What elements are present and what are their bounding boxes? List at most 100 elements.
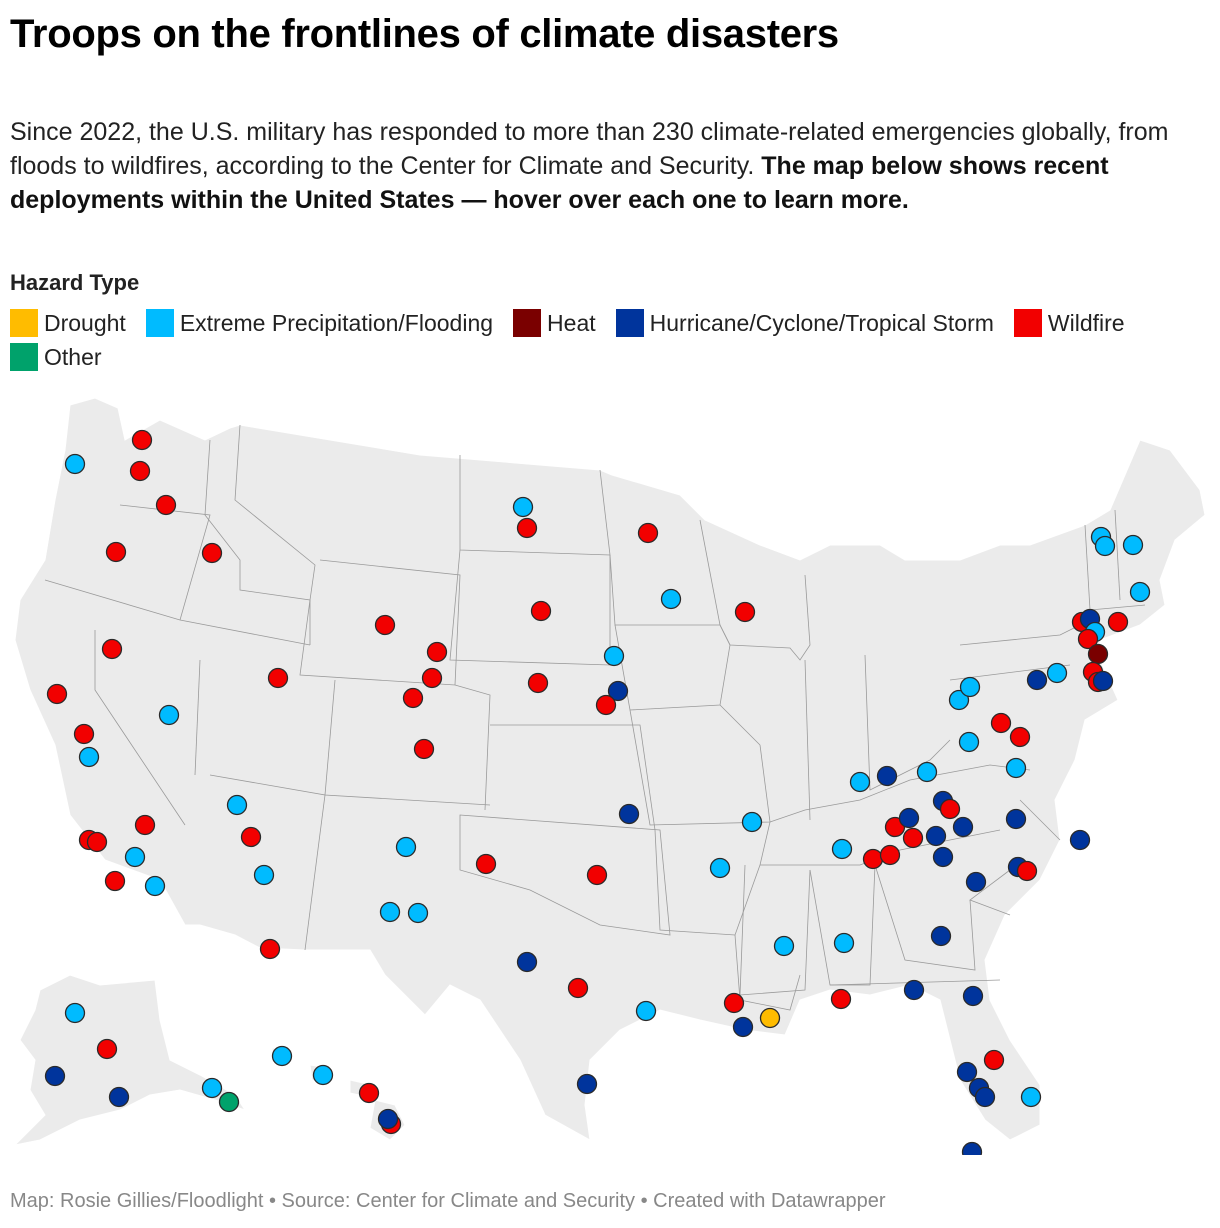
flooding-marker[interactable] — [916, 761, 938, 783]
wildfire-marker[interactable] — [134, 814, 156, 836]
wildfire-marker[interactable] — [155, 494, 177, 516]
wildfire-marker[interactable] — [1016, 860, 1038, 882]
hurricane-marker[interactable] — [925, 825, 947, 847]
wildfire-marker[interactable] — [374, 614, 396, 636]
flooding-marker[interactable] — [78, 746, 100, 768]
wildfire-marker[interactable] — [259, 938, 281, 960]
wildfire-marker[interactable] — [101, 638, 123, 660]
hurricane-marker[interactable] — [903, 979, 925, 1001]
wildfire-marker[interactable] — [96, 1038, 118, 1060]
flooding-marker[interactable] — [271, 1045, 293, 1067]
hurricane-marker[interactable] — [1026, 669, 1048, 691]
hurricane-marker[interactable] — [516, 951, 538, 973]
hurricane-marker[interactable] — [377, 1108, 399, 1130]
hurricane-marker[interactable] — [1069, 829, 1091, 851]
wildfire-marker[interactable] — [723, 992, 745, 1014]
hurricane-marker[interactable] — [932, 846, 954, 868]
hurricane-marker[interactable] — [952, 816, 974, 838]
hurricane-marker[interactable] — [930, 925, 952, 947]
wildfire-marker[interactable] — [637, 522, 659, 544]
hurricane-marker[interactable] — [108, 1086, 130, 1108]
drought-marker[interactable] — [759, 1007, 781, 1029]
flooding-marker[interactable] — [379, 901, 401, 923]
flooding-marker[interactable] — [64, 453, 86, 475]
flooding-marker[interactable] — [660, 588, 682, 610]
wildfire-marker[interactable] — [595, 694, 617, 716]
flooding-marker[interactable] — [1046, 662, 1068, 684]
legend-item-flooding[interactable]: Extreme Precipitation/Flooding — [145, 309, 493, 337]
wildfire-marker[interactable] — [939, 798, 961, 820]
wildfire-marker[interactable] — [990, 712, 1012, 734]
flooding-marker[interactable] — [603, 645, 625, 667]
wildfire-marker[interactable] — [862, 848, 884, 870]
hurricane-marker[interactable] — [876, 765, 898, 787]
flooding-marker[interactable] — [833, 932, 855, 954]
hurricane-marker[interactable] — [1092, 670, 1114, 692]
flooding-marker[interactable] — [1129, 581, 1151, 603]
legend-item-other[interactable]: Other — [10, 343, 102, 371]
hurricane-marker[interactable] — [618, 803, 640, 825]
wildfire-marker[interactable] — [358, 1082, 380, 1104]
hurricane-marker[interactable] — [956, 1061, 978, 1083]
flooding-marker[interactable] — [958, 731, 980, 753]
wildfire-marker[interactable] — [86, 831, 108, 853]
flooding-marker[interactable] — [124, 846, 146, 868]
flooding-marker[interactable] — [407, 902, 429, 924]
flooding-marker[interactable] — [1020, 1086, 1042, 1108]
hurricane-marker[interactable] — [44, 1065, 66, 1087]
wildfire-marker[interactable] — [1077, 628, 1099, 650]
flooding-marker[interactable] — [741, 811, 763, 833]
flooding-marker[interactable] — [849, 771, 871, 793]
legend-item-wildfire[interactable]: Wildfire — [1013, 309, 1125, 337]
flooding-marker[interactable] — [1094, 535, 1116, 557]
wildfire-marker[interactable] — [586, 864, 608, 886]
hurricane-marker[interactable] — [898, 807, 920, 829]
flooding-marker[interactable] — [831, 838, 853, 860]
wildfire-marker[interactable] — [240, 826, 262, 848]
hurricane-marker[interactable] — [1005, 808, 1027, 830]
hurricane-marker[interactable] — [962, 985, 984, 1007]
wildfire-marker[interactable] — [830, 988, 852, 1010]
wildfire-marker[interactable] — [104, 870, 126, 892]
flooding-marker[interactable] — [64, 1002, 86, 1024]
flooding-marker[interactable] — [226, 794, 248, 816]
hurricane-marker[interactable] — [732, 1016, 754, 1038]
wildfire-marker[interactable] — [530, 600, 552, 622]
hurricane-marker[interactable] — [974, 1086, 996, 1108]
wildfire-marker[interactable] — [475, 853, 497, 875]
flooding-marker[interactable] — [1005, 757, 1027, 779]
flooding-marker[interactable] — [144, 875, 166, 897]
wildfire-marker[interactable] — [131, 429, 153, 451]
wildfire-marker[interactable] — [879, 844, 901, 866]
flooding-marker[interactable] — [512, 496, 534, 518]
flooding-marker[interactable] — [253, 864, 275, 886]
wildfire-marker[interactable] — [426, 641, 448, 663]
wildfire-marker[interactable] — [1107, 611, 1129, 633]
hurricane-marker[interactable] — [961, 1141, 983, 1156]
wildfire-marker[interactable] — [527, 672, 549, 694]
flooding-marker[interactable] — [709, 857, 731, 879]
wildfire-marker[interactable] — [267, 667, 289, 689]
wildfire-marker[interactable] — [1009, 726, 1031, 748]
wildfire-marker[interactable] — [413, 738, 435, 760]
wildfire-marker[interactable] — [516, 517, 538, 539]
wildfire-marker[interactable] — [402, 687, 424, 709]
hurricane-marker[interactable] — [576, 1073, 598, 1095]
flooding-marker[interactable] — [201, 1077, 223, 1099]
wildfire-marker[interactable] — [983, 1049, 1005, 1071]
wildfire-marker[interactable] — [201, 542, 223, 564]
other-marker[interactable] — [218, 1091, 240, 1113]
legend-item-hurricane[interactable]: Hurricane/Cyclone/Tropical Storm — [615, 309, 994, 337]
wildfire-marker[interactable] — [129, 460, 151, 482]
flooding-marker[interactable] — [1122, 534, 1144, 556]
legend-item-heat[interactable]: Heat — [513, 309, 596, 337]
hurricane-marker[interactable] — [965, 871, 987, 893]
heat-marker[interactable] — [1087, 643, 1109, 665]
wildfire-marker[interactable] — [421, 667, 443, 689]
wildfire-marker[interactable] — [73, 723, 95, 745]
flooding-marker[interactable] — [158, 704, 180, 726]
flooding-marker[interactable] — [635, 1000, 657, 1022]
flooding-marker[interactable] — [773, 935, 795, 957]
flooding-marker[interactable] — [948, 689, 970, 711]
legend-item-drought[interactable]: Drought — [10, 309, 126, 337]
